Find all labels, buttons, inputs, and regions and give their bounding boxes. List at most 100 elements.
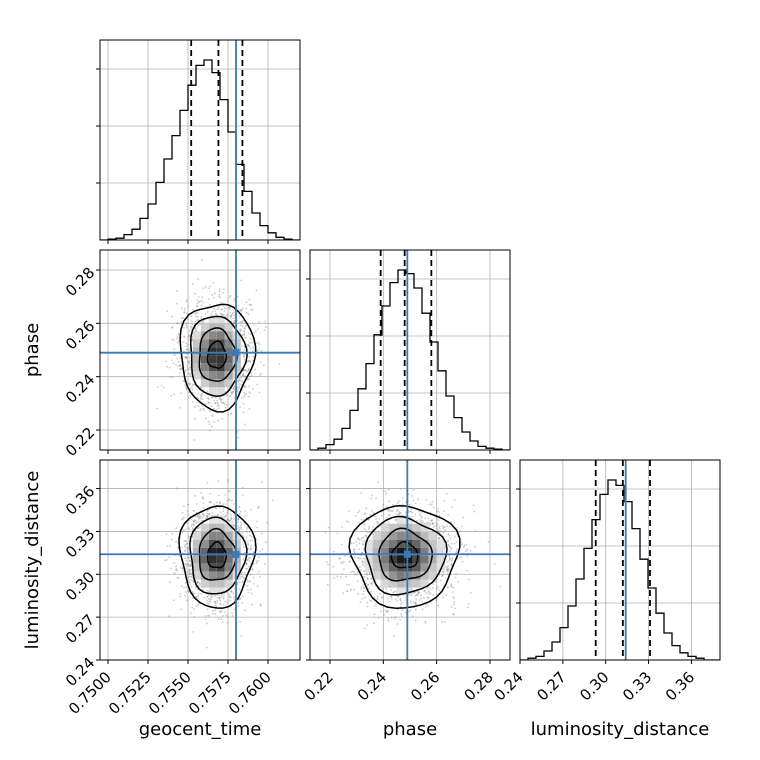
- sample-point: [247, 369, 250, 371]
- sample-point: [242, 558, 245, 561]
- sample-point: [231, 312, 234, 315]
- sample-point: [179, 368, 182, 371]
- sample-point: [225, 519, 228, 522]
- sample-point: [259, 575, 262, 578]
- tick-label-x: 0.7550: [145, 668, 195, 718]
- sample-point: [223, 307, 226, 310]
- sample-point: [367, 584, 369, 587]
- sample-point: [178, 554, 181, 557]
- sample-point: [361, 563, 364, 566]
- density-cell: [420, 547, 429, 556]
- tick-label-y: 0.30: [62, 568, 98, 604]
- sample-point: [359, 538, 361, 541]
- sample-point: [228, 499, 231, 501]
- density-cell: [216, 379, 225, 388]
- sample-point: [228, 593, 230, 596]
- sample-point: [189, 373, 191, 375]
- sample-point: [188, 572, 191, 574]
- sample-point: [208, 602, 210, 605]
- sample-point: [243, 355, 246, 358]
- density-cell: [224, 547, 233, 556]
- sample-point: [367, 583, 370, 586]
- sample-point: [206, 512, 209, 515]
- sample-point: [400, 603, 403, 606]
- sample-point: [399, 512, 402, 514]
- sample-point: [228, 490, 231, 493]
- sample-point: [186, 369, 189, 371]
- sample-point: [179, 368, 181, 370]
- sample-point: [176, 569, 179, 572]
- sample-point: [395, 509, 398, 512]
- sample-point: [176, 321, 179, 324]
- sample-point: [186, 522, 189, 525]
- sample-point: [176, 290, 178, 292]
- density-cell: [208, 323, 217, 332]
- sample-point: [424, 622, 427, 624]
- sample-point: [250, 341, 253, 344]
- sample-point: [362, 557, 365, 560]
- sample-point: [188, 350, 191, 352]
- sample-point: [210, 425, 213, 428]
- sample-point: [344, 554, 346, 557]
- sample-point: [196, 401, 199, 404]
- sample-point: [198, 518, 200, 520]
- sample-point: [353, 548, 356, 551]
- sample-point: [362, 584, 364, 587]
- sample-point: [448, 525, 451, 528]
- sample-point: [188, 581, 191, 584]
- sample-point: [466, 606, 469, 609]
- density-cell: [208, 571, 217, 580]
- sample-point: [232, 317, 235, 320]
- sample-point: [474, 529, 477, 532]
- sample-point: [200, 315, 203, 318]
- sample-point: [271, 499, 274, 502]
- sample-point: [187, 391, 190, 394]
- sample-point: [248, 580, 251, 583]
- sample-point: [416, 593, 419, 596]
- sample-point: [201, 496, 204, 499]
- density-cell: [208, 387, 217, 396]
- sample-point: [417, 591, 420, 594]
- sample-point: [226, 621, 229, 624]
- sample-point: [387, 510, 390, 513]
- sample-point: [187, 347, 190, 350]
- sample-point: [408, 503, 411, 506]
- sample-point: [248, 303, 251, 306]
- sample-point: [341, 572, 343, 575]
- sample-point: [222, 503, 225, 506]
- scatter-panel-geocent_time-phase: [96, 249, 301, 454]
- sample-point: [211, 415, 214, 418]
- sample-point: [181, 567, 184, 570]
- sample-point: [198, 513, 201, 516]
- sample-point: [227, 509, 229, 512]
- sample-point: [347, 551, 350, 554]
- sample-point: [227, 413, 229, 416]
- sample-point: [420, 515, 423, 518]
- sample-point: [418, 599, 421, 601]
- sample-point: [243, 359, 246, 361]
- sample-point: [191, 282, 194, 285]
- sample-point: [446, 569, 449, 571]
- sample-point: [431, 522, 434, 525]
- sample-point: [206, 515, 208, 517]
- sample-point: [208, 287, 210, 290]
- sample-point: [437, 510, 440, 513]
- sample-point: [226, 512, 229, 515]
- sample-point: [248, 579, 251, 582]
- sample-point: [218, 293, 221, 296]
- sample-point: [240, 576, 243, 578]
- sample-point: [358, 509, 361, 512]
- sample-point: [232, 503, 235, 505]
- sample-point: [206, 595, 209, 598]
- sample-point: [190, 585, 193, 588]
- sample-point: [173, 393, 176, 396]
- sample-point: [455, 540, 458, 543]
- sample-point: [237, 605, 240, 607]
- sample-point: [451, 591, 454, 594]
- sample-point: [187, 305, 190, 308]
- density-cell: [396, 539, 405, 548]
- sample-point: [248, 355, 251, 358]
- sample-point: [193, 608, 195, 611]
- sample-point: [226, 314, 228, 317]
- sample-point: [194, 327, 197, 329]
